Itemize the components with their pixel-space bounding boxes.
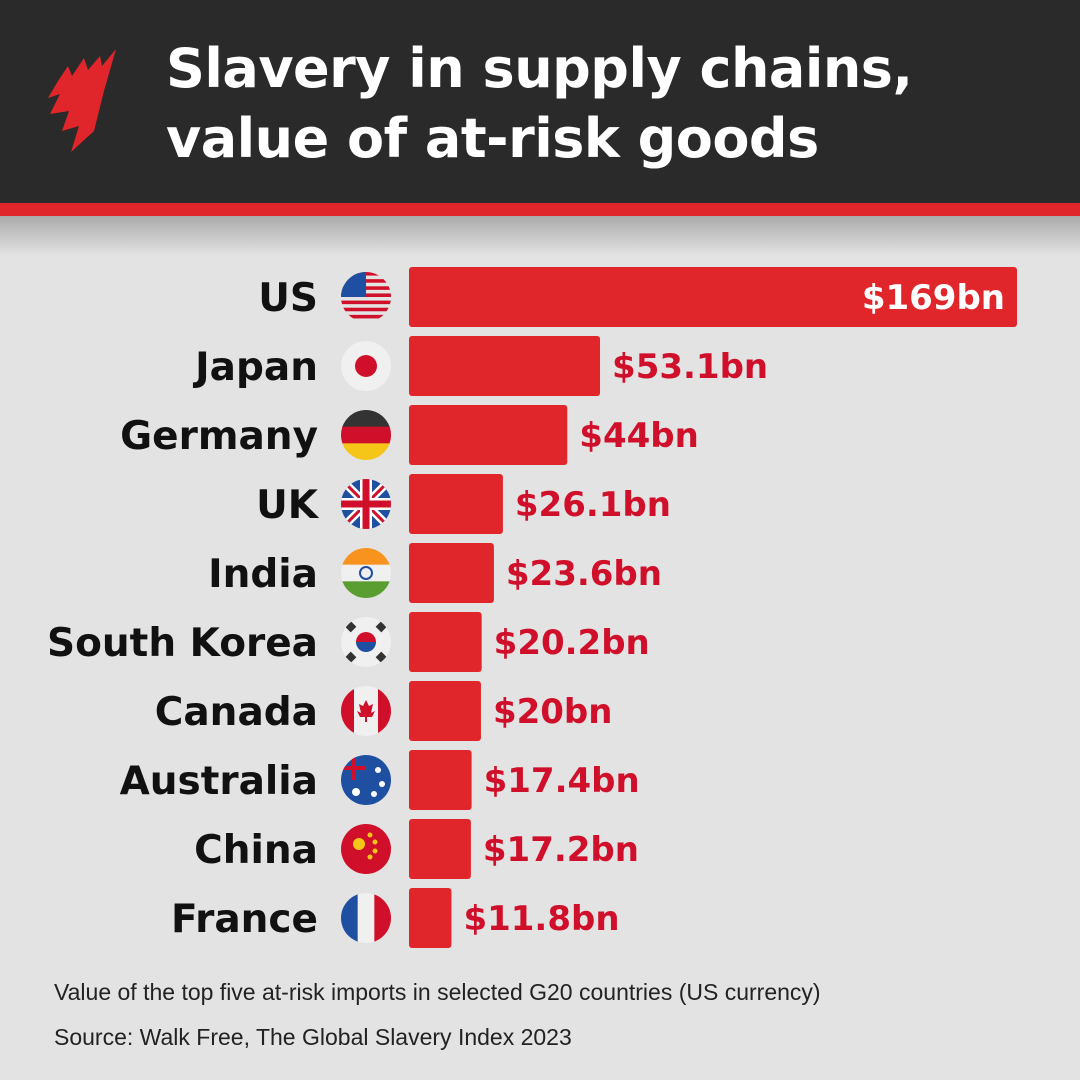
bar [409, 612, 482, 672]
category-label: Australia [120, 759, 318, 804]
germany-flag-icon [341, 410, 391, 460]
china-flag-icon [341, 824, 391, 874]
value-label: $20bn [493, 692, 613, 732]
australia-flag-icon [341, 755, 391, 805]
category-label: Germany [120, 414, 318, 459]
category-label: France [171, 897, 318, 942]
bar [409, 888, 452, 948]
france-flag-icon [341, 893, 391, 943]
bar-chart: US $169bn Japan $53.1bn Germany $44bn UK $26.1b… [47, 267, 1017, 948]
category-label: US [258, 276, 318, 321]
bar [409, 681, 481, 741]
bar [409, 750, 472, 810]
uk-flag-icon [341, 479, 391, 529]
canada-flag-icon [341, 686, 391, 736]
title-line-1: Slavery in supply chains, [166, 37, 913, 100]
bar [409, 267, 1017, 327]
value-label: $17.4bn [484, 761, 640, 801]
value-label: $53.1bn [612, 347, 768, 387]
chart-note: Value of the top five at-risk imports in… [54, 979, 821, 1005]
header-shadow [0, 216, 1080, 256]
header-stripe [0, 203, 1080, 216]
category-label: Japan [192, 345, 318, 390]
japan-flag-icon [341, 341, 391, 391]
page-title: Slavery in supply chains, value of at-ri… [166, 34, 913, 174]
bar [409, 405, 568, 465]
chart-source: Source: Walk Free, The Global Slavery In… [54, 1024, 572, 1050]
value-label: $26.1bn [515, 485, 671, 525]
us-flag-icon [341, 272, 391, 319]
bar [409, 543, 494, 603]
category-label: South Korea [47, 621, 318, 666]
category-label: Canada [155, 690, 318, 735]
value-label: $20.2bn [494, 623, 650, 663]
sbs-logo-icon [48, 49, 116, 152]
south-korea-flag-icon [341, 617, 391, 667]
bar [409, 336, 601, 396]
value-label: $44bn [579, 416, 699, 456]
value-label: $169bn [862, 278, 1005, 318]
category-label: India [208, 552, 318, 597]
bar [409, 474, 503, 534]
header-bar [0, 0, 1080, 203]
title-line-2: value of at-risk goods [166, 107, 819, 170]
category-label: UK [256, 483, 320, 528]
india-flag-icon [341, 548, 391, 598]
bar [409, 819, 471, 879]
category-label: China [194, 828, 318, 873]
value-label: $23.6bn [506, 554, 662, 594]
value-label: $17.2bn [483, 830, 639, 870]
value-label: $11.8bn [463, 899, 619, 939]
